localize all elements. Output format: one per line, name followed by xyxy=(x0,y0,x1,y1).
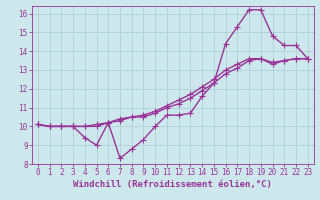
X-axis label: Windchill (Refroidissement éolien,°C): Windchill (Refroidissement éolien,°C) xyxy=(73,180,272,189)
